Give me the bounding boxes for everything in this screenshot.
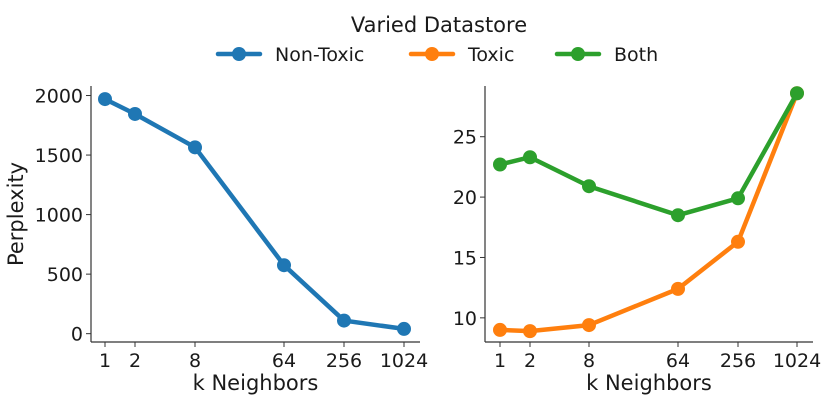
y-tick-label: 20 — [453, 187, 477, 209]
x-tick-label: 1 — [99, 350, 111, 372]
data-point-non-toxic — [188, 140, 202, 155]
y-tick-label: 15 — [453, 247, 477, 269]
data-point-both — [790, 86, 804, 101]
legend-marker-toxic — [425, 47, 439, 61]
y-tick-label: 1500 — [35, 145, 83, 167]
x-tick-label: 2 — [524, 350, 536, 372]
right-panel: 10 15 20 25 1 2 8 64 256 1024 k Neighbors — [453, 86, 821, 395]
data-point-non-toxic — [277, 258, 291, 273]
x-tick-label: 64 — [666, 350, 690, 372]
data-point-toxic — [493, 322, 507, 337]
x-axis-label: k Neighbors — [586, 371, 712, 395]
data-point-non-toxic — [397, 321, 411, 336]
x-tick-label: 64 — [272, 350, 296, 372]
legend-marker-both — [571, 47, 585, 61]
x-tick-label: 256 — [720, 350, 756, 372]
data-point-both — [493, 157, 507, 172]
legend-label-toxic: Toxic — [467, 44, 514, 66]
chart-title: Varied Datastore — [351, 13, 527, 37]
series-line-toxic — [497, 90, 800, 334]
series-line-both — [497, 90, 800, 218]
data-point-non-toxic — [337, 313, 351, 328]
data-point-non-toxic — [98, 92, 112, 107]
data-point-both — [523, 150, 537, 165]
legend-label-non-toxic: Non-Toxic — [275, 44, 364, 66]
y-axis-label: Perplexity — [4, 162, 28, 266]
y-tick-label: 1000 — [35, 205, 83, 227]
x-tick-label: 256 — [326, 350, 362, 372]
data-point-both — [731, 191, 745, 206]
x-axis-label: k Neighbors — [193, 371, 319, 395]
x-tick-label: 1024 — [380, 350, 428, 372]
x-tick-label: 8 — [583, 350, 595, 372]
y-tick-label: 500 — [47, 264, 83, 286]
y-tick-label: 0 — [71, 324, 83, 346]
x-tick-label: 8 — [189, 350, 201, 372]
legend: Varied Datastore Non-Toxic Toxic Both — [215, 13, 658, 66]
x-tick-label: 1024 — [773, 350, 821, 372]
data-point-both — [671, 208, 685, 223]
data-point-both — [582, 179, 596, 194]
x-tick-label: 1 — [494, 350, 506, 372]
y-tick-label: 25 — [453, 127, 477, 149]
y-tick-label: 10 — [453, 308, 477, 330]
data-point-toxic — [671, 281, 685, 296]
left-panel: 0 500 1000 1500 2000 1 2 8 64 256 1024 k Neighbors P… — [4, 86, 428, 395]
data-point-non-toxic — [128, 106, 142, 121]
data-point-toxic — [731, 234, 745, 249]
legend-marker-non-toxic — [232, 47, 246, 61]
x-tick-label: 2 — [129, 350, 141, 372]
data-point-toxic — [523, 324, 537, 339]
y-tick-label: 2000 — [35, 86, 83, 108]
data-point-toxic — [582, 318, 596, 333]
legend-label-both: Both — [614, 44, 658, 66]
series-line-non-toxic — [102, 96, 407, 332]
